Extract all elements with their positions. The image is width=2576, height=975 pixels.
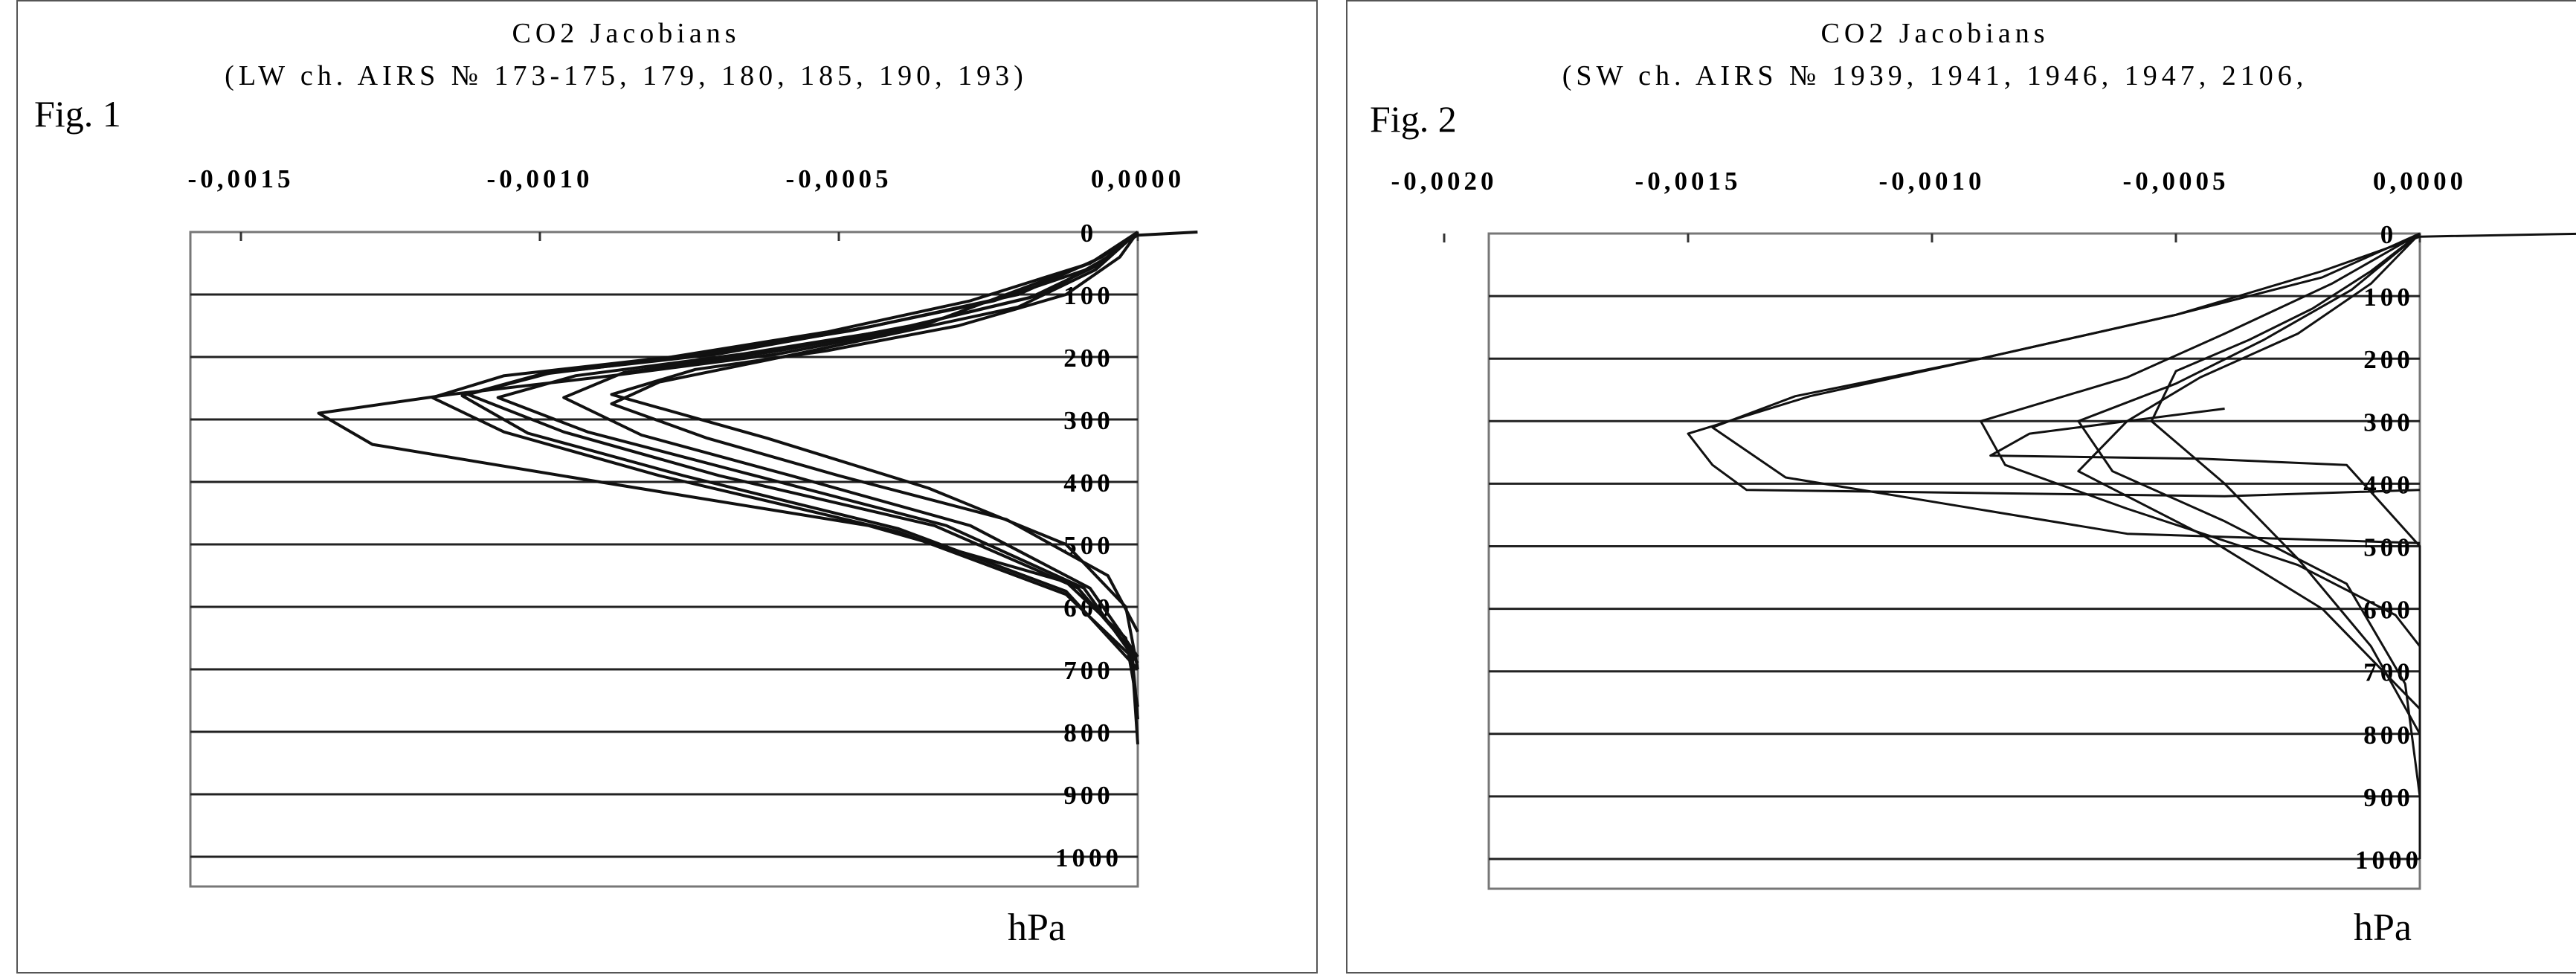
y-tick-label: 800 <box>1063 718 1114 747</box>
series-line <box>610 231 1139 633</box>
series-line <box>2150 232 2421 735</box>
y-tick-label: 400 <box>2363 470 2414 499</box>
y-tick-label: 800 <box>2363 721 2414 750</box>
x-tick-label: -0,0010 <box>487 164 593 193</box>
series-line <box>460 231 1139 671</box>
y-tick-label: 700 <box>2363 658 2414 687</box>
x-tick-label: 0,0000 <box>2373 167 2467 196</box>
series-line <box>1980 232 2421 648</box>
series-line <box>562 231 1139 658</box>
y-tick-label: 200 <box>2363 345 2414 374</box>
y-tick-label: 400 <box>1063 469 1114 498</box>
y-tick-label: 0 <box>1081 219 1098 248</box>
y-tick-label: 1000 <box>1055 843 1122 872</box>
y-unit-label: hPa <box>2354 907 2412 949</box>
figure-label: Fig. 2 <box>1370 98 1457 140</box>
y-tick-label: 700 <box>1063 656 1114 685</box>
y-tick-label: 900 <box>1063 781 1114 810</box>
y-tick-label: 100 <box>2363 283 2414 312</box>
chart-title: CO2 Jacobians <box>1820 18 2049 49</box>
series-line <box>610 231 1139 670</box>
series-line <box>1687 232 2576 498</box>
y-tick-label: 300 <box>2363 408 2414 437</box>
series-line <box>1711 232 2421 544</box>
y-tick-label: 100 <box>1063 281 1114 310</box>
series-line <box>496 231 1139 664</box>
x-tick-label: -0,0005 <box>786 164 892 193</box>
figure-label: Fig. 1 <box>34 93 121 135</box>
y-tick-label: 500 <box>2363 533 2414 562</box>
x-tick-label: -0,0015 <box>188 164 294 193</box>
chart-title: CO2 Jacobians <box>512 18 740 49</box>
y-tick-label: 0 <box>2380 220 2398 249</box>
plot-area <box>1487 232 2421 890</box>
figure-1-chart: CO2 Jacobians (LW ch. AIRS № 173-175, 17… <box>34 18 1198 949</box>
figure-2-panel: CO2 Jacobians (SW ch. AIRS № 1939, 1941,… <box>1346 0 2576 974</box>
figure-1-panel: CO2 Jacobians (LW ch. AIRS № 173-175, 17… <box>16 0 1318 974</box>
series-line <box>431 231 1139 744</box>
x-tick-label: -0,0015 <box>1635 167 1742 196</box>
series-line <box>2077 232 2421 797</box>
y-tick-label: 900 <box>2363 783 2414 812</box>
chart-subtitle: (LW ch. AIRS № 173-175, 179, 180, 185, 1… <box>225 60 1028 91</box>
series-line <box>1989 408 2421 859</box>
y-unit-label: hPa <box>1008 907 1066 949</box>
x-tick-label: 0,0000 <box>1091 164 1185 193</box>
y-tick-label: 600 <box>2363 596 2414 625</box>
x-tick-label: -0,0005 <box>2123 167 2229 196</box>
y-tick-label: 1000 <box>2355 846 2422 875</box>
figure-2-chart: CO2 Jacobians (SW ch. AIRS № 1939, 1941,… <box>1370 18 2576 949</box>
x-tick-label: -0,0010 <box>1879 167 1986 196</box>
y-tick-label: 200 <box>1063 344 1114 373</box>
chart-subtitle: (SW ch. AIRS № 1939, 1941, 1946, 1947, 2… <box>1562 60 2308 91</box>
x-tick-label: -0,0020 <box>1391 167 1498 196</box>
plot-area <box>189 231 1139 888</box>
y-tick-label: 300 <box>1063 406 1114 435</box>
